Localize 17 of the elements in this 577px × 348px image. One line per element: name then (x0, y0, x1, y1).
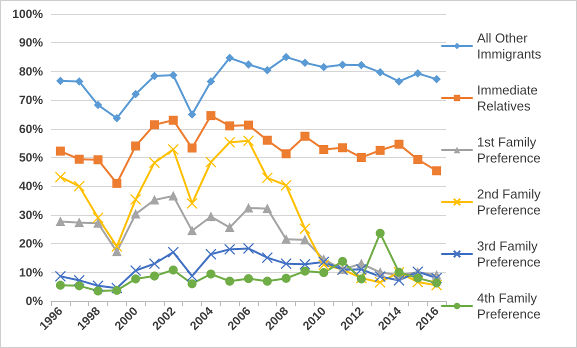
y-tick-label: 70% (18, 93, 44, 108)
y-tick-label: 90% (18, 36, 44, 50)
legend-label: All Other Immigrants (477, 30, 542, 62)
y-tick-label: 50% (18, 150, 44, 164)
y-tick-label: 30% (18, 208, 44, 222)
y-tick-label: 10% (18, 265, 44, 280)
y-tick-label: 40% (18, 179, 44, 194)
legend-label: Immediate Relatives (477, 82, 542, 114)
legend-label: 2nd Family Preference (477, 186, 544, 218)
y-tick-label: 100% (12, 7, 44, 21)
y-tick-label: 80% (18, 64, 44, 78)
legend-label: 1st Family Preference (477, 134, 541, 166)
y-tick-label: 60% (18, 122, 44, 136)
legend-label: 4th Family Preference (477, 290, 541, 322)
y-tick-label: 0% (26, 294, 44, 308)
legend-label: 3rd Family Preference (477, 238, 542, 270)
y-tick-label: 20% (18, 236, 44, 251)
